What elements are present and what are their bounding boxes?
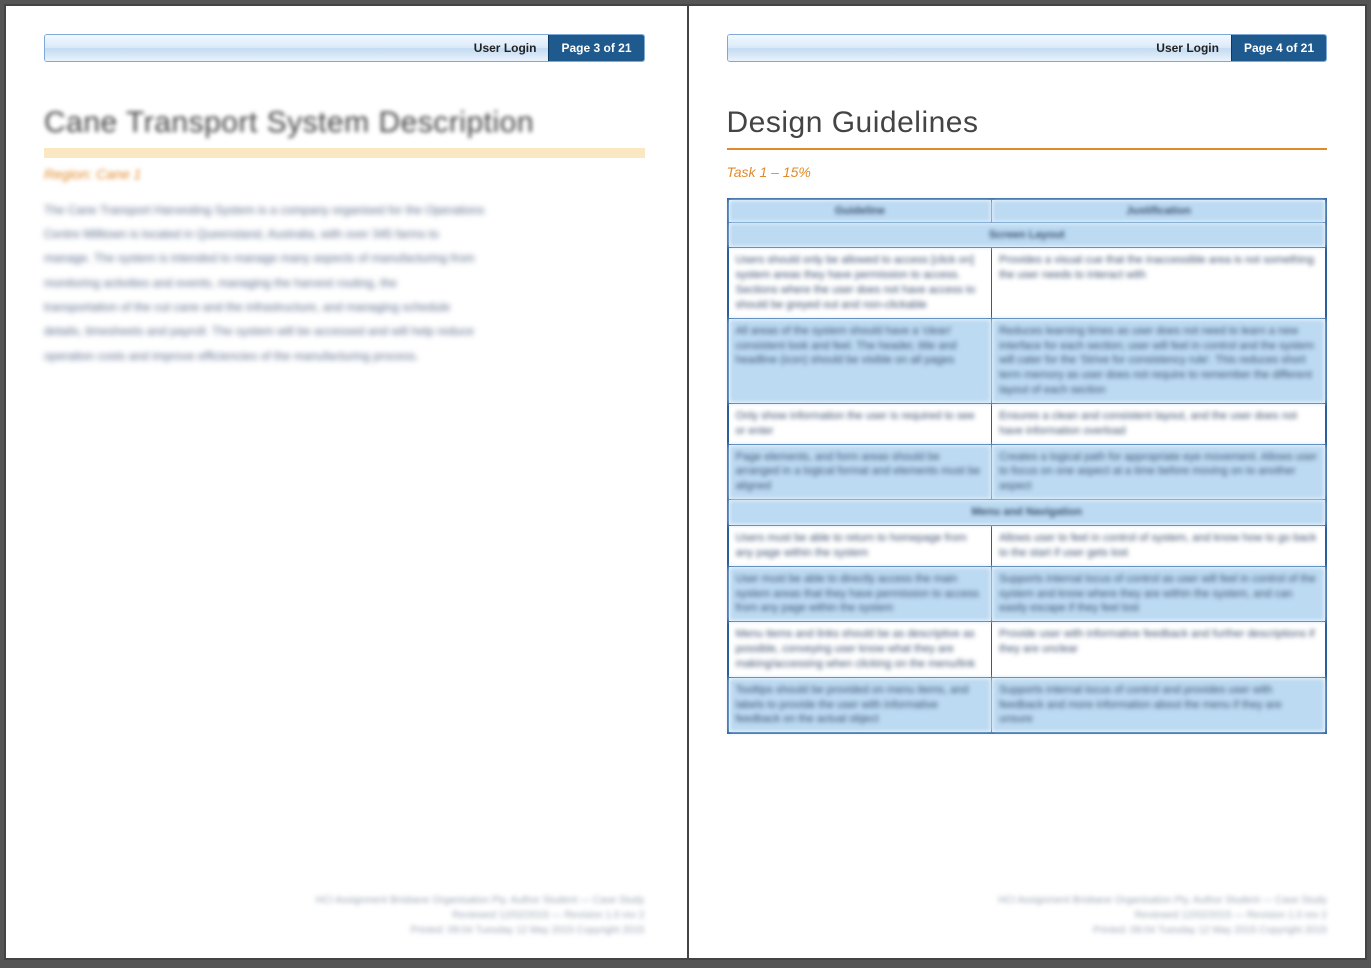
page-content: Design Guidelines Task 1 – 15% Guideline… xyxy=(727,104,1328,873)
cell-guideline: All areas of the system should have a 'c… xyxy=(728,318,992,403)
cell-justification: Supports internal locus of control and p… xyxy=(992,677,1326,733)
body-line: manage. The system is intended to manage… xyxy=(44,248,645,268)
footer-line: Printed: 09:04 Tuesday 12 May 2015 Copyr… xyxy=(44,923,645,938)
table-row: Only show information the user is requir… xyxy=(728,403,1327,444)
title-underline xyxy=(727,148,1328,150)
footer-line: HCI Assignment Brisbane Organisation Pty… xyxy=(44,893,645,908)
body-line: transportation of the cut cane and the i… xyxy=(44,297,645,317)
table-section-header: Menu and Navigation xyxy=(728,500,1327,526)
footer-line: Reviewed 12/02/2015 — Revision 1.0 rev 2 xyxy=(727,908,1328,923)
document-spread: User Login Page 3 of 21 Cane Transport S… xyxy=(4,4,1367,960)
footer-line: Printed: 09:04 Tuesday 12 May 2015 Copyr… xyxy=(727,923,1328,938)
body-paragraph: The Cane Transport Harvesting System is … xyxy=(44,200,645,367)
cell-guideline: Page elements, and form areas should be … xyxy=(728,444,992,500)
page-content: Cane Transport System Description Region… xyxy=(44,104,645,873)
page-footer: HCI Assignment Brisbane Organisation Pty… xyxy=(44,873,645,938)
col-justification: Justification xyxy=(992,199,1326,223)
body-line: The Cane Transport Harvesting System is … xyxy=(44,200,645,220)
table-row: Users should only be allowed to access [… xyxy=(728,248,1327,318)
page-title: Design Guidelines xyxy=(727,104,1328,142)
cell-justification: Reduces learning times as user does not … xyxy=(992,318,1326,403)
table-row: All areas of the system should have a 'c… xyxy=(728,318,1327,403)
page-subhead: Task 1 – 15% xyxy=(727,164,1328,180)
cell-justification: Provides a visual cue that the inaccessi… xyxy=(992,248,1326,318)
cell-justification: Ensures a clean and consistent layout, a… xyxy=(992,403,1326,444)
cell-guideline: Users must be able to return to homepage… xyxy=(728,526,992,567)
cell-justification: Creates a logical path for appropriate e… xyxy=(992,444,1326,500)
footer-line: Reviewed 12/02/2015 — Revision 1.0 rev 2 xyxy=(44,908,645,923)
table-section-header: Screen Layout xyxy=(728,222,1327,248)
page-number-badge: Page 3 of 21 xyxy=(548,35,643,61)
page-subhead: Region: Cane 1 xyxy=(44,166,645,182)
table-row: Users must be able to return to homepage… xyxy=(728,526,1327,567)
body-line: operation costs and improve efficiencies… xyxy=(44,346,645,366)
col-guideline: Guideline xyxy=(728,199,992,223)
body-line: details, timesheets and payroll. The sys… xyxy=(44,321,645,341)
page-3: User Login Page 3 of 21 Cane Transport S… xyxy=(6,6,683,958)
cell-justification: Supports internal locus of control as us… xyxy=(992,566,1326,622)
cell-guideline: Tooltips should be provided on menu item… xyxy=(728,677,992,733)
cell-justification: Allows user to feel in control of system… xyxy=(992,526,1326,567)
footer-line: HCI Assignment Brisbane Organisation Pty… xyxy=(727,893,1328,908)
cell-justification: Provide user with informative feedback a… xyxy=(992,622,1326,678)
guidelines-table: Guideline Justification Screen LayoutUse… xyxy=(727,198,1328,735)
title-highlight-rule xyxy=(44,148,645,158)
cell-guideline: Menu items and links should be as descri… xyxy=(728,622,992,678)
table-row: Page elements, and form areas should be … xyxy=(728,444,1327,500)
topbar: User Login Page 3 of 21 xyxy=(44,34,645,62)
cell-guideline: Only show information the user is requir… xyxy=(728,403,992,444)
body-line: Centre Milltown is located in Queensland… xyxy=(44,224,645,244)
cell-guideline: User must be able to directly access the… xyxy=(728,566,992,622)
cell-guideline: Users should only be allowed to access [… xyxy=(728,248,992,318)
topbar: User Login Page 4 of 21 xyxy=(727,34,1328,62)
body-line: monitoring activities and events, managi… xyxy=(44,273,645,293)
page-4: User Login Page 4 of 21 Design Guideline… xyxy=(687,6,1366,958)
table-row: Tooltips should be provided on menu item… xyxy=(728,677,1327,733)
user-login-link[interactable]: User Login xyxy=(45,35,548,61)
table-header-row: Guideline Justification xyxy=(728,199,1327,223)
page-number-badge: Page 4 of 21 xyxy=(1231,35,1326,61)
table-row: Menu items and links should be as descri… xyxy=(728,622,1327,678)
page-footer: HCI Assignment Brisbane Organisation Pty… xyxy=(727,873,1328,938)
table-row: User must be able to directly access the… xyxy=(728,566,1327,622)
user-login-link[interactable]: User Login xyxy=(728,35,1231,61)
page-title: Cane Transport System Description xyxy=(44,104,645,142)
